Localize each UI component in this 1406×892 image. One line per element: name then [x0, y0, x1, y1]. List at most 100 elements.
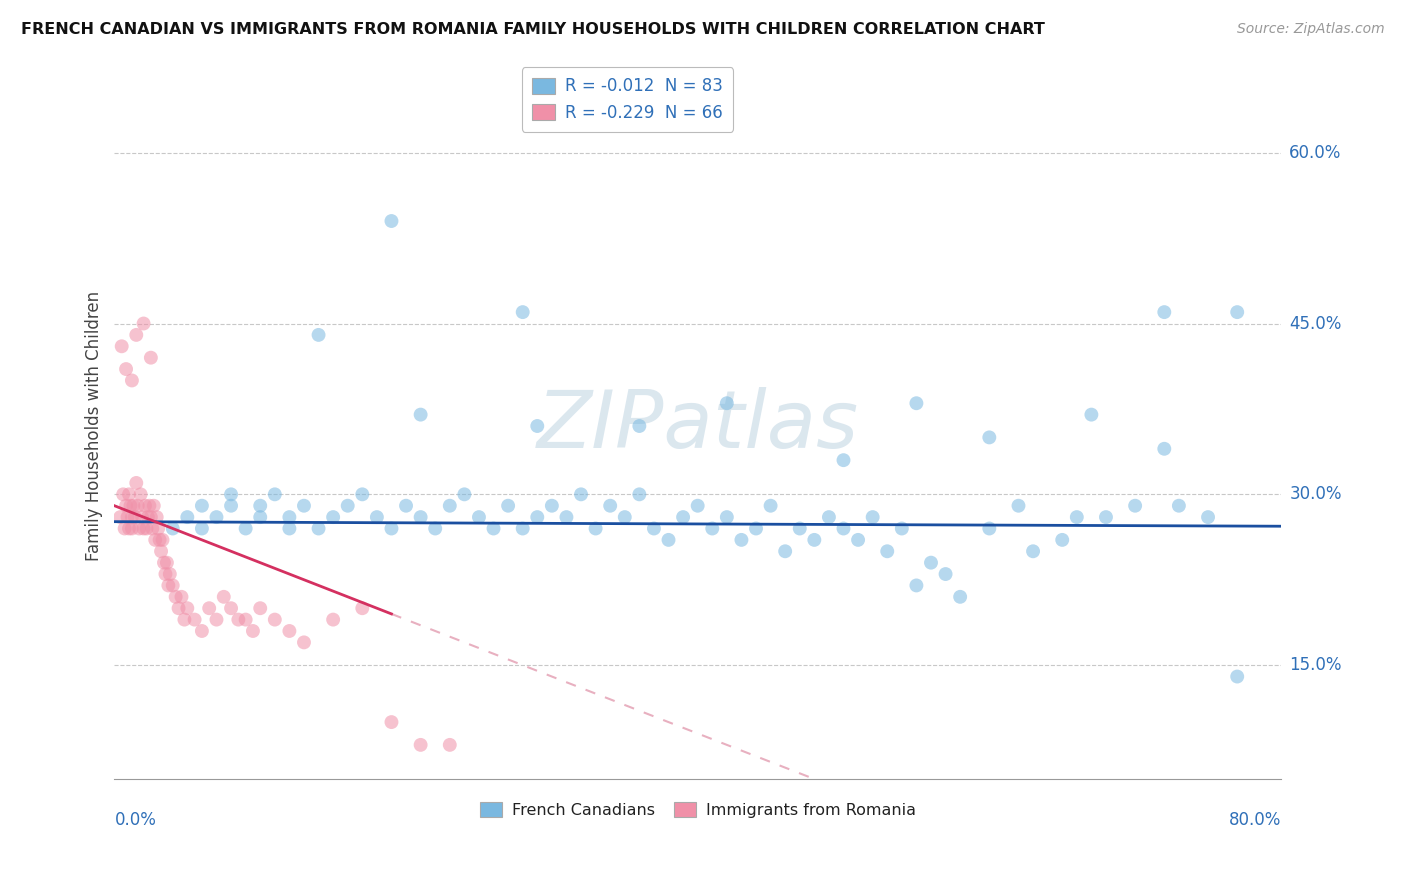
Point — [905, 578, 928, 592]
Point — [278, 510, 301, 524]
Point — [541, 499, 564, 513]
Point — [125, 327, 148, 342]
Point — [322, 510, 344, 524]
Point — [832, 453, 855, 467]
Point — [336, 499, 359, 513]
Point — [672, 510, 695, 524]
Point — [468, 510, 491, 524]
Legend: French Canadians, Immigrants from Romania: French Canadians, Immigrants from Romani… — [474, 795, 922, 824]
Point — [657, 533, 679, 547]
Point — [146, 521, 169, 535]
Text: 30.0%: 30.0% — [1289, 485, 1341, 503]
Point — [1197, 510, 1219, 524]
Point — [170, 590, 193, 604]
Point — [876, 544, 898, 558]
Point — [1167, 499, 1189, 513]
Point — [1007, 499, 1029, 513]
Point — [920, 556, 942, 570]
Point — [155, 567, 177, 582]
Point — [439, 499, 461, 513]
Text: FRENCH CANADIAN VS IMMIGRANTS FROM ROMANIA FAMILY HOUSEHOLDS WITH CHILDREN CORRE: FRENCH CANADIAN VS IMMIGRANTS FROM ROMAN… — [21, 22, 1045, 37]
Point — [1153, 305, 1175, 319]
Point — [935, 567, 957, 582]
Point — [115, 362, 138, 376]
Point — [702, 521, 724, 535]
Point — [156, 556, 179, 570]
Point — [979, 430, 1001, 444]
Point — [453, 487, 475, 501]
Point — [585, 521, 607, 535]
Point — [183, 613, 205, 627]
Point — [730, 533, 752, 547]
Point — [165, 590, 187, 604]
Point — [308, 327, 330, 342]
Point — [128, 521, 150, 535]
Point — [117, 510, 139, 524]
Point — [352, 601, 374, 615]
Point — [1050, 533, 1073, 547]
Point — [142, 499, 165, 513]
Point — [292, 499, 315, 513]
Point — [235, 521, 257, 535]
Point — [496, 499, 519, 513]
Point — [789, 521, 811, 535]
Point — [114, 521, 136, 535]
Point — [138, 499, 160, 513]
Point — [263, 487, 285, 501]
Point — [145, 510, 167, 524]
Point — [125, 475, 148, 490]
Point — [846, 533, 869, 547]
Point — [121, 510, 143, 524]
Point — [118, 521, 141, 535]
Point — [235, 613, 257, 627]
Point — [134, 499, 156, 513]
Point — [1153, 442, 1175, 456]
Text: 0.0%: 0.0% — [114, 811, 156, 829]
Point — [249, 601, 271, 615]
Point — [322, 613, 344, 627]
Point — [628, 487, 651, 501]
Point — [599, 499, 621, 513]
Point — [149, 533, 172, 547]
Point — [1022, 544, 1045, 558]
Point — [292, 635, 315, 649]
Point — [613, 510, 636, 524]
Point — [111, 339, 134, 353]
Point — [219, 487, 242, 501]
Text: 45.0%: 45.0% — [1289, 315, 1341, 333]
Point — [1080, 408, 1102, 422]
Point — [263, 613, 285, 627]
Point — [162, 578, 184, 592]
Point — [1095, 510, 1118, 524]
Point — [380, 214, 402, 228]
Point — [555, 510, 578, 524]
Point — [219, 601, 242, 615]
Point — [686, 499, 709, 513]
Point — [512, 305, 534, 319]
Text: ZIPatlas: ZIPatlas — [537, 387, 859, 465]
Point — [278, 521, 301, 535]
Point — [205, 510, 228, 524]
Point — [759, 499, 782, 513]
Point — [249, 499, 271, 513]
Point — [716, 396, 738, 410]
Point — [745, 521, 768, 535]
Point — [131, 510, 153, 524]
Point — [832, 521, 855, 535]
Point — [526, 510, 548, 524]
Point — [380, 715, 402, 730]
Point — [862, 510, 884, 524]
Point — [132, 317, 155, 331]
Point — [949, 590, 972, 604]
Point — [121, 521, 143, 535]
Point — [643, 521, 665, 535]
Point — [905, 396, 928, 410]
Point — [249, 510, 271, 524]
Text: 15.0%: 15.0% — [1289, 657, 1341, 674]
Point — [773, 544, 796, 558]
Point — [157, 578, 180, 592]
Point — [115, 499, 138, 513]
Point — [308, 521, 330, 535]
Text: Source: ZipAtlas.com: Source: ZipAtlas.com — [1237, 22, 1385, 37]
Point — [628, 419, 651, 434]
